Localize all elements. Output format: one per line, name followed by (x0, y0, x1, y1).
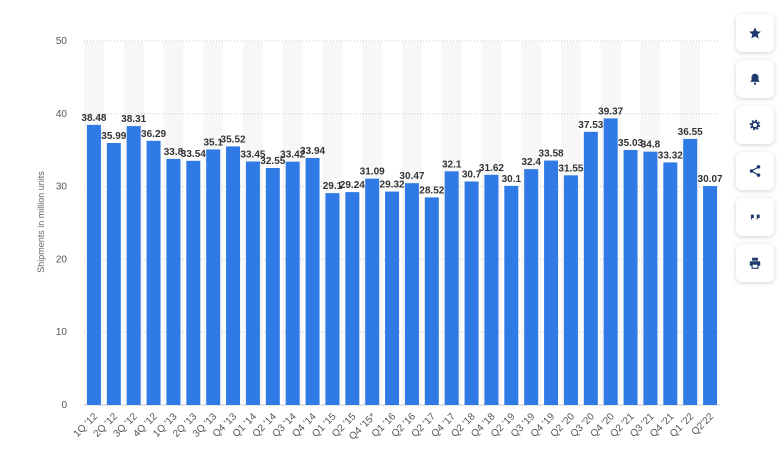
bar (683, 138, 698, 405)
star-icon (749, 27, 761, 39)
y-axis-title: Shipments in million units (36, 171, 46, 273)
value-label: 36.55 (678, 127, 703, 138)
value-label: 33.32 (658, 150, 683, 161)
y-axis-ticks: 0 10 20 30 40 50 (56, 36, 68, 411)
bar (563, 175, 578, 405)
value-label: 38.48 (81, 113, 106, 124)
bar (305, 157, 320, 405)
y-tick-label: 50 (56, 36, 68, 47)
value-label: 33.58 (539, 149, 564, 160)
value-label: 36.29 (141, 129, 166, 140)
y-tick-label: 40 (56, 109, 68, 120)
bar (126, 126, 141, 405)
bell-icon (750, 73, 760, 85)
value-label: 29.24 (340, 180, 365, 191)
bar (325, 193, 340, 405)
bar (385, 191, 400, 405)
value-label: 38.31 (121, 114, 146, 125)
print-button[interactable] (736, 244, 774, 282)
bar (464, 181, 479, 405)
value-label: 32.1 (442, 159, 462, 170)
bar (504, 185, 519, 405)
x-tick-label: Q2'22 (690, 411, 717, 438)
value-label: 33.54 (181, 149, 206, 160)
value-label: 30.1 (502, 174, 522, 185)
value-label: 32.4 (521, 157, 541, 168)
bar (444, 171, 459, 405)
toolbar (736, 14, 774, 290)
bars (86, 118, 718, 405)
bar (166, 158, 181, 405)
value-label: 33.45 (240, 149, 265, 160)
bar (265, 168, 280, 405)
bar (365, 178, 380, 405)
bar (285, 161, 300, 405)
value-label: 28.52 (419, 185, 444, 196)
value-label: 34.8 (641, 140, 661, 151)
y-tick-label: 0 (61, 400, 67, 411)
cite-button[interactable] (736, 198, 774, 236)
gear-icon (749, 119, 761, 131)
value-label: 39.37 (598, 106, 623, 117)
share-button[interactable] (736, 152, 774, 190)
value-label: 35.99 (101, 131, 126, 142)
bar (106, 142, 121, 405)
share-icon (749, 165, 761, 177)
bar (146, 140, 161, 405)
value-label: 33.8 (164, 147, 184, 158)
bar (643, 151, 658, 405)
y-tick-label: 20 (56, 254, 68, 265)
bar (484, 174, 499, 405)
favorite-button[interactable] (736, 14, 774, 52)
quote-icon (750, 214, 760, 221)
y-tick-label: 30 (56, 182, 68, 193)
value-label: 37.53 (578, 120, 603, 131)
value-label: 31.62 (479, 163, 504, 174)
bar (544, 160, 559, 405)
value-label: 31.09 (360, 167, 385, 178)
bar (583, 131, 598, 405)
notification-button[interactable] (736, 60, 774, 98)
bar (603, 118, 618, 405)
bar (623, 149, 638, 405)
bar (424, 197, 439, 405)
value-label: 32.55 (260, 156, 285, 167)
value-label: 30.47 (399, 171, 424, 182)
value-label: 35.03 (618, 138, 643, 149)
value-label: 30.07 (698, 174, 723, 185)
value-label: 29.1 (323, 181, 343, 192)
value-label: 35.52 (221, 134, 246, 145)
value-label: 30.7 (462, 170, 482, 181)
bar (524, 169, 539, 405)
value-label: 35.1 (203, 137, 223, 148)
y-tick-label: 10 (56, 327, 68, 338)
value-label: 33.94 (300, 146, 325, 157)
print-icon (749, 257, 761, 269)
bar (663, 162, 678, 405)
bar (186, 160, 201, 405)
value-label: 29.32 (380, 180, 405, 191)
settings-button[interactable] (736, 106, 774, 144)
bar (86, 124, 101, 405)
bar (703, 186, 718, 405)
bar (404, 183, 419, 405)
bar (226, 146, 241, 405)
value-label: 31.55 (558, 163, 583, 174)
bar (245, 161, 260, 405)
bar (345, 192, 360, 405)
bar (206, 149, 221, 405)
value-label: 33.42 (280, 150, 305, 161)
